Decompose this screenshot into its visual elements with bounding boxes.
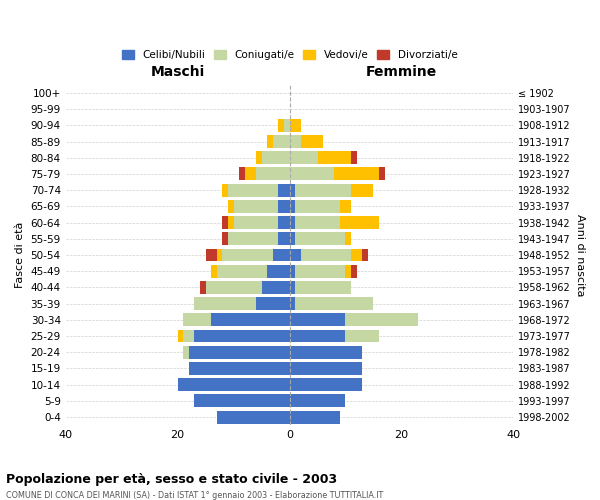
Y-axis label: Anni di nascita: Anni di nascita [575,214,585,296]
Bar [256,152,262,164]
Bar [256,168,290,180]
Bar [290,346,362,358]
Text: COMUNE DI CONCA DEI MARINI (SA) - Dati ISTAT 1° gennaio 2003 - Elaborazione TUTT: COMUNE DI CONCA DEI MARINI (SA) - Dati I… [6,491,383,500]
Legend: Celibi/Nubili, Coniugati/e, Vedovi/e, Divorziati/e: Celibi/Nubili, Coniugati/e, Vedovi/e, Di… [118,46,461,64]
Bar [262,281,290,294]
Bar [362,248,368,262]
Bar [295,264,346,278]
Bar [211,314,290,326]
Bar [317,152,351,164]
Bar [346,314,418,326]
Bar [351,184,373,196]
Bar [245,168,256,180]
Bar [290,168,334,180]
Bar [183,314,211,326]
Bar [290,152,317,164]
Bar [340,216,379,229]
Bar [273,248,290,262]
Bar [284,119,290,132]
Bar [267,135,273,148]
Bar [217,410,290,424]
Bar [178,378,290,391]
Bar [200,281,206,294]
Bar [340,200,351,213]
Bar [290,394,346,407]
Bar [290,216,295,229]
Bar [290,297,295,310]
Text: Popolazione per età, sesso e stato civile - 2003: Popolazione per età, sesso e stato civil… [6,472,337,486]
Bar [183,330,194,342]
Bar [183,346,189,358]
Bar [228,200,233,213]
Bar [290,314,346,326]
Bar [223,216,228,229]
Bar [233,216,278,229]
Y-axis label: Fasce di età: Fasce di età [15,222,25,288]
Bar [351,248,362,262]
Bar [346,330,379,342]
Bar [351,152,356,164]
Bar [301,248,351,262]
Bar [267,264,290,278]
Bar [194,394,290,407]
Bar [206,281,262,294]
Bar [223,248,273,262]
Bar [290,378,362,391]
Bar [278,216,290,229]
Bar [290,119,301,132]
Bar [178,330,183,342]
Bar [223,184,228,196]
Bar [295,281,351,294]
Bar [290,330,346,342]
Bar [278,119,284,132]
Bar [278,200,290,213]
Bar [217,248,223,262]
Bar [346,232,351,245]
Bar [206,248,217,262]
Bar [290,248,301,262]
Bar [228,184,278,196]
Bar [295,232,346,245]
Bar [217,264,267,278]
Text: Femmine: Femmine [366,65,437,79]
Bar [334,168,379,180]
Bar [290,135,301,148]
Bar [194,330,290,342]
Bar [278,184,290,196]
Bar [194,297,256,310]
Bar [290,362,362,375]
Bar [223,232,228,245]
Bar [189,362,290,375]
Bar [278,232,290,245]
Bar [262,152,290,164]
Bar [295,216,340,229]
Bar [189,346,290,358]
Bar [211,264,217,278]
Bar [273,135,290,148]
Bar [351,264,356,278]
Bar [290,281,295,294]
Bar [228,232,278,245]
Bar [346,264,351,278]
Bar [379,168,385,180]
Bar [295,200,340,213]
Bar [228,216,233,229]
Bar [290,264,295,278]
Bar [295,297,373,310]
Bar [290,410,340,424]
Text: Maschi: Maschi [151,65,205,79]
Bar [290,200,295,213]
Bar [290,184,295,196]
Bar [301,135,323,148]
Bar [290,232,295,245]
Bar [239,168,245,180]
Bar [256,297,290,310]
Bar [233,200,278,213]
Bar [295,184,351,196]
